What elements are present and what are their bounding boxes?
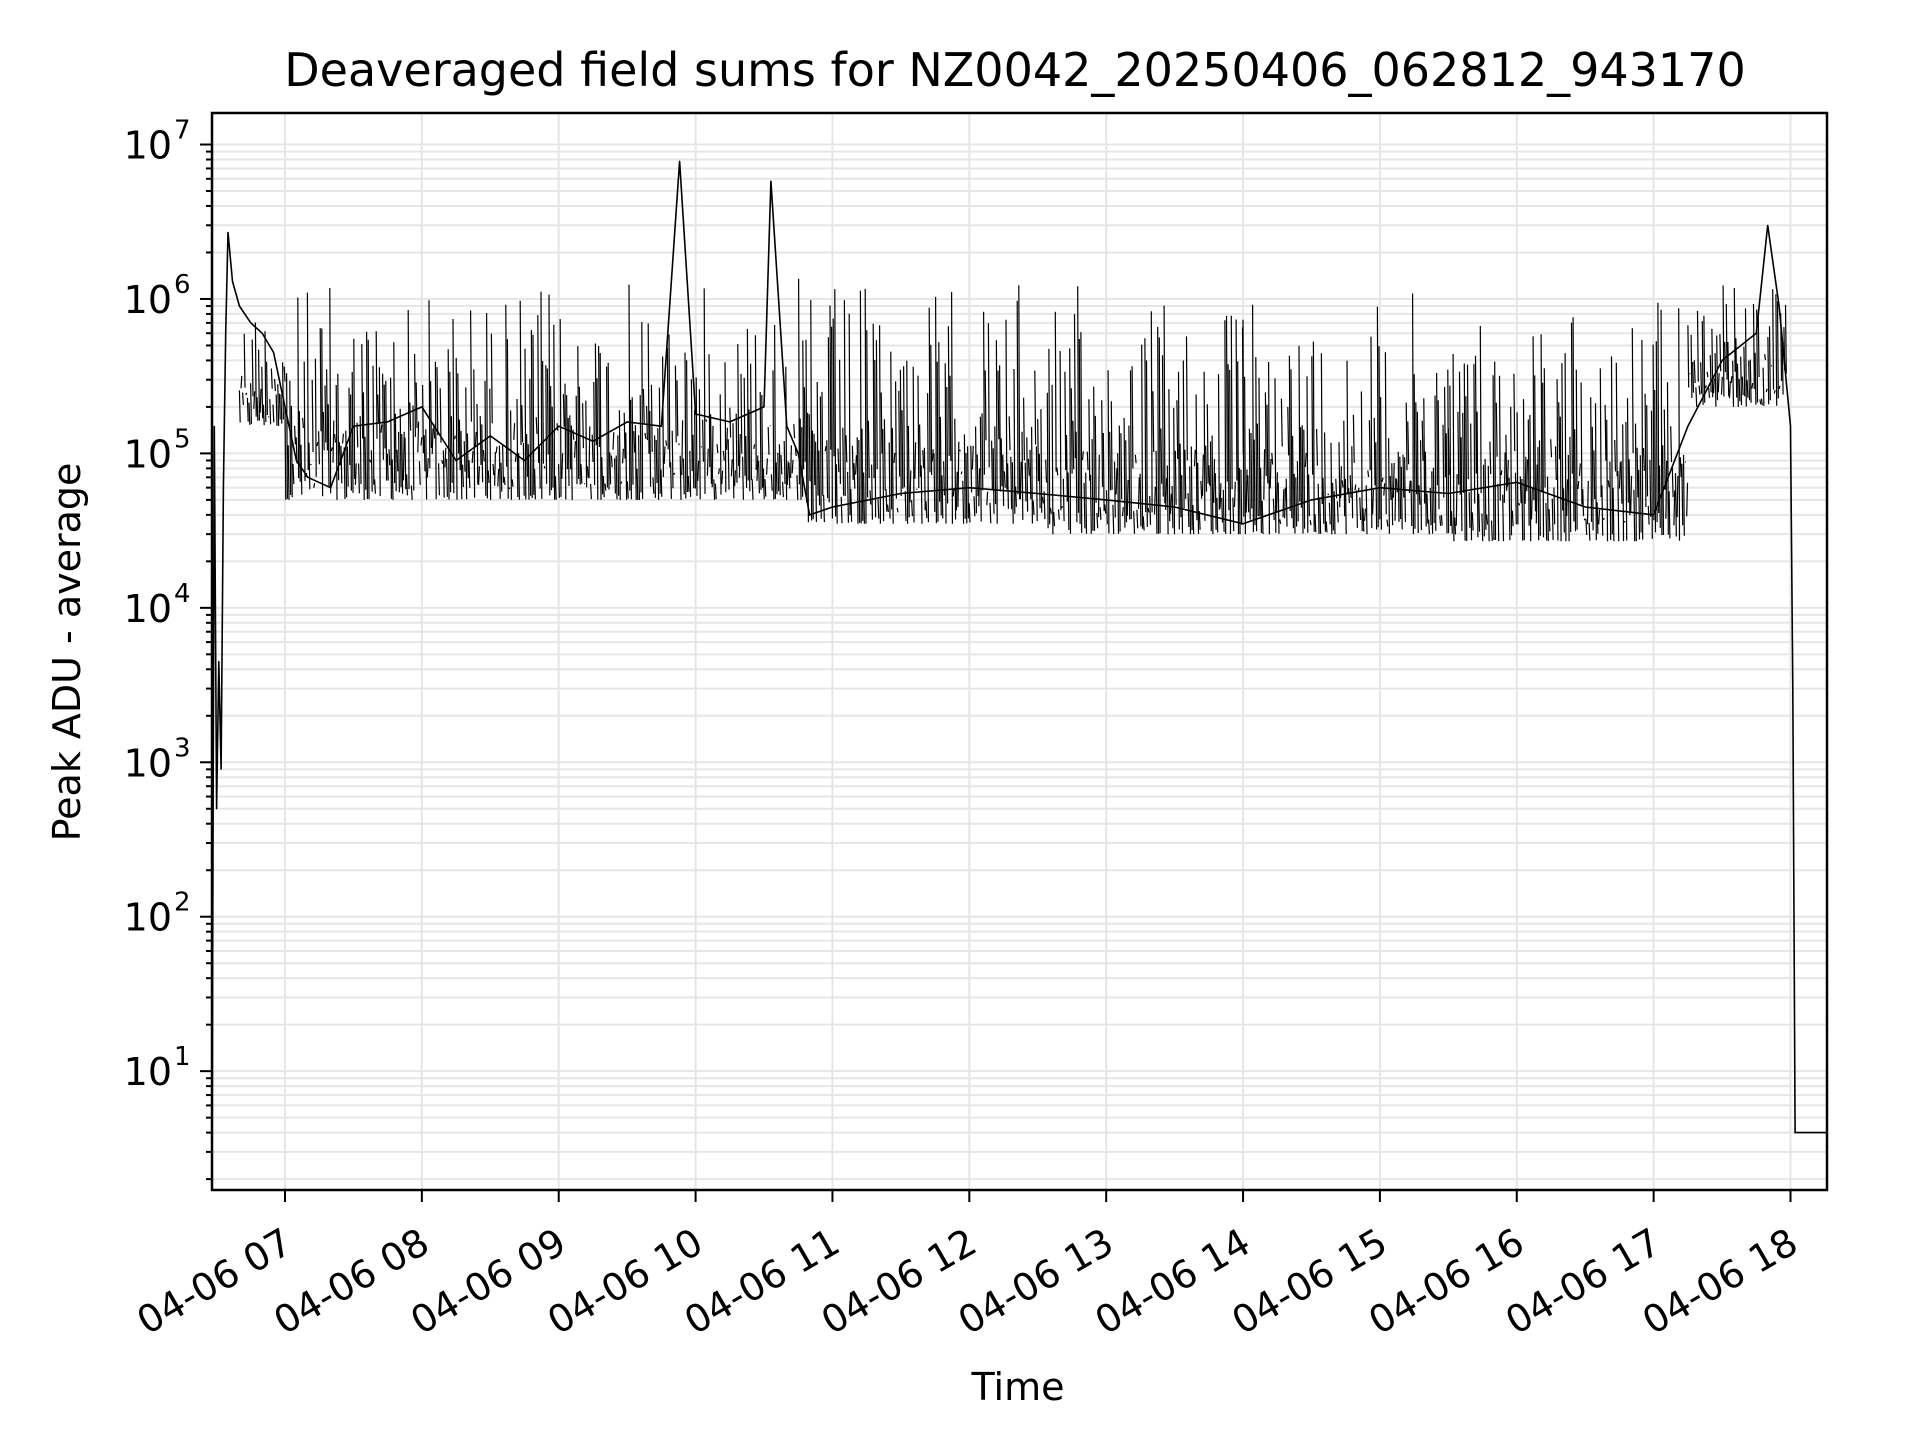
data-point [220, 768, 222, 770]
y-tick-label: 10 [124, 1050, 172, 1094]
data-point [831, 506, 834, 508]
data-point [295, 459, 297, 462]
data-point [626, 421, 628, 423]
y-tick-label: 10 [124, 124, 172, 168]
data-point [797, 452, 799, 454]
y-axis-label: Peak ADU - average [45, 463, 89, 842]
data-point [1755, 332, 1757, 334]
data-point [387, 421, 389, 423]
data-point [1687, 425, 1689, 427]
data-point [729, 421, 731, 423]
data-point [352, 425, 354, 427]
y-tick-exponent: 7 [174, 116, 191, 146]
data-point [786, 425, 788, 427]
data-point [763, 406, 765, 408]
data-point [455, 459, 457, 462]
data-point [250, 322, 252, 324]
data-point [809, 514, 811, 516]
data-point [225, 332, 227, 334]
data-point [968, 487, 970, 489]
data-point [307, 476, 309, 478]
data-point [1794, 1132, 1796, 1134]
y-tick-label: 10 [124, 432, 172, 476]
data-point [1174, 506, 1176, 508]
data-point [660, 425, 663, 427]
data-point [1653, 514, 1655, 516]
data-point [1105, 499, 1107, 501]
y-tick-exponent: 2 [174, 888, 191, 918]
y-tick-exponent: 5 [174, 424, 191, 454]
data-point [216, 808, 218, 810]
data-point [1242, 523, 1244, 525]
data-point [284, 406, 286, 408]
data-point [1516, 481, 1518, 483]
data-point [1721, 359, 1723, 361]
y-tick-exponent: 6 [174, 270, 191, 300]
data-point [421, 406, 423, 408]
x-axis-label: Time [971, 1365, 1065, 1409]
data-point [231, 280, 234, 282]
y-tick-label: 10 [124, 278, 172, 322]
data-point [1789, 425, 1792, 427]
y-tick-exponent: 3 [174, 733, 191, 763]
data-point [592, 440, 594, 442]
data-point [770, 180, 772, 182]
data-point [261, 332, 263, 334]
series-noise-trace [238, 278, 1787, 542]
data-point [273, 351, 275, 354]
y-tick-label: 10 [124, 896, 172, 940]
chart-title: Deaveraged field sums for NZ0042_2025040… [284, 43, 1745, 97]
data-point [1310, 499, 1313, 501]
data-point [1037, 492, 1039, 495]
grid-lines [212, 113, 1827, 1190]
data-point [1767, 224, 1769, 226]
data-point [1792, 688, 1794, 690]
data-point [218, 660, 220, 663]
plot-area [211, 160, 1828, 1180]
data-point [1584, 506, 1586, 508]
data-point [1379, 487, 1381, 489]
data-point [900, 492, 902, 495]
data-point [1778, 305, 1780, 307]
data-point [679, 160, 681, 162]
data-point [213, 425, 215, 427]
data-point [227, 231, 229, 233]
axes-frame [210, 111, 1829, 1192]
y-tick-label: 10 [124, 587, 172, 631]
data-point [1447, 492, 1449, 495]
data-point [558, 425, 560, 427]
y-tick-label: 10 [124, 741, 172, 785]
data-point [489, 435, 491, 437]
data-point [222, 487, 224, 489]
data-point [695, 413, 697, 415]
y-tick-exponent: 1 [174, 1042, 191, 1072]
data-point [523, 459, 526, 462]
y-tick-exponent: 4 [174, 579, 191, 609]
data-point [330, 487, 332, 489]
data-point [238, 305, 240, 307]
